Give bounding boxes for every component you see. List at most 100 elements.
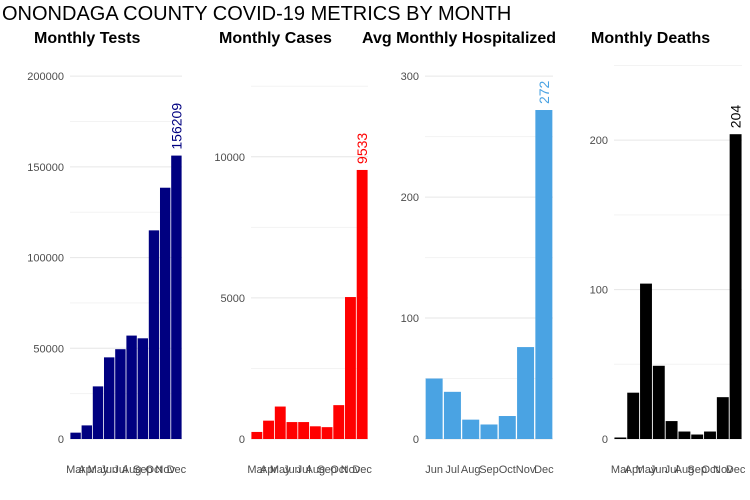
x-tick-label: Oct bbox=[499, 464, 516, 476]
x-tick-label: May bbox=[270, 464, 291, 476]
panel-title-deaths: Monthly Deaths bbox=[591, 30, 711, 47]
x-tick-label: Oct bbox=[145, 464, 162, 476]
x-tick-label: Jul bbox=[445, 464, 459, 476]
x-tick-label: Nov bbox=[516, 464, 536, 476]
x-tick-label: Nov bbox=[713, 464, 733, 476]
bar-nov bbox=[517, 347, 535, 439]
panel-title-tests: Monthly Tests bbox=[34, 30, 141, 47]
bar-aug bbox=[462, 419, 480, 439]
x-tick-label: Mar bbox=[611, 464, 630, 476]
y-tick-label: 200000 bbox=[27, 71, 64, 83]
y-tick-label: 50000 bbox=[33, 343, 64, 355]
bar-jul bbox=[443, 391, 461, 439]
y-tick-label: 0 bbox=[413, 434, 419, 446]
x-tick-label: Mar bbox=[247, 464, 266, 476]
bar-oct bbox=[148, 230, 160, 439]
y-tick-label: 0 bbox=[602, 434, 608, 446]
bar-may bbox=[640, 283, 652, 439]
bar-jun bbox=[103, 357, 115, 439]
bar-sep bbox=[691, 434, 704, 439]
bar-jun bbox=[652, 365, 665, 439]
bar-sep bbox=[321, 427, 333, 439]
bar-apr bbox=[81, 425, 93, 439]
bar-value-label: 156209 bbox=[168, 103, 184, 150]
bar-may bbox=[92, 386, 104, 439]
x-tick-label: Aug bbox=[306, 464, 326, 476]
x-tick-label: Sep bbox=[479, 464, 499, 476]
bar-nov bbox=[159, 187, 171, 439]
bar-value-label: 204 bbox=[728, 105, 744, 129]
y-tick-label: 0 bbox=[58, 434, 64, 446]
x-tick-label: Apr bbox=[78, 464, 95, 476]
bar-aug bbox=[678, 431, 691, 439]
x-tick-label: Jun bbox=[650, 464, 668, 476]
bar-value-label: 272 bbox=[536, 80, 552, 104]
bar-apr bbox=[627, 392, 640, 439]
bar-mar bbox=[70, 432, 81, 439]
bar-sep bbox=[137, 338, 149, 439]
bar-oct bbox=[498, 416, 516, 439]
x-tick-label: Jun bbox=[100, 464, 118, 476]
x-tick-label: Jul bbox=[297, 464, 311, 476]
bar-mar bbox=[614, 437, 627, 439]
y-tick-label: 100 bbox=[401, 313, 419, 325]
bar-jul bbox=[665, 421, 678, 439]
x-tick-label: Mar bbox=[66, 464, 85, 476]
x-tick-label: Aug bbox=[461, 464, 481, 476]
bar-aug bbox=[309, 426, 321, 439]
bar-dec bbox=[171, 155, 182, 440]
y-tick-label: 10000 bbox=[214, 152, 245, 164]
bar-nov bbox=[716, 397, 729, 439]
bar-jul bbox=[298, 422, 310, 439]
x-tick-label: Aug bbox=[675, 464, 695, 476]
bar-jul bbox=[115, 349, 126, 439]
y-tick-label: 0 bbox=[239, 434, 245, 446]
x-tick-label: May bbox=[88, 464, 109, 476]
x-tick-label: Nov bbox=[341, 464, 361, 476]
bar-dec bbox=[356, 169, 368, 439]
y-tick-label: 100 bbox=[590, 285, 608, 297]
bar-dec bbox=[535, 110, 553, 439]
x-tick-label: Dec bbox=[534, 464, 554, 476]
panel-title-hospitalized: Avg Monthly Hospitalized bbox=[362, 30, 557, 47]
x-tick-label: Dec bbox=[167, 464, 187, 476]
bar-nov bbox=[345, 297, 356, 439]
y-tick-label: 300 bbox=[401, 71, 419, 83]
bar-jun bbox=[425, 378, 443, 439]
main-title: ONONDAGA COUNTY COVID-19 METRICS BY MONT… bbox=[2, 3, 512, 25]
x-tick-label: Aug bbox=[122, 464, 142, 476]
x-tick-label: Apr bbox=[625, 464, 642, 476]
chart-cases: 0 5000 10000 MarAprMayJunJulAugSepOctNovDec… bbox=[214, 85, 372, 476]
x-tick-label: Jun bbox=[283, 464, 301, 476]
y-tick-label: 200 bbox=[590, 135, 608, 147]
x-tick-label: Dec bbox=[352, 464, 372, 476]
x-tick-label: Sep bbox=[133, 464, 153, 476]
chart-tests: 0 50000 100000 150000 200000 MarAprMayJunJulA… bbox=[27, 71, 186, 476]
x-tick-label: Oct bbox=[701, 464, 718, 476]
x-tick-label: Jul bbox=[665, 464, 679, 476]
bar-may bbox=[274, 406, 286, 439]
x-tick-label: May bbox=[636, 464, 657, 476]
x-tick-label: Jun bbox=[425, 464, 443, 476]
bar-sep bbox=[480, 424, 498, 439]
x-tick-label: Oct bbox=[330, 464, 347, 476]
panel-title-cases: Monthly Cases bbox=[219, 30, 332, 47]
y-tick-label: 100000 bbox=[27, 253, 64, 265]
bar-aug bbox=[126, 335, 137, 439]
bar-mar bbox=[251, 431, 263, 439]
y-tick-label: 200 bbox=[401, 192, 419, 204]
bar-apr bbox=[263, 420, 274, 439]
x-tick-label: Nov bbox=[155, 464, 175, 476]
x-tick-label: Sep bbox=[687, 464, 707, 476]
x-tick-label: Sep bbox=[317, 464, 337, 476]
x-tick-label: Jul bbox=[113, 464, 127, 476]
bar-oct bbox=[333, 405, 345, 439]
bar-dec bbox=[729, 134, 742, 439]
x-tick-label: Apr bbox=[260, 464, 277, 476]
bar-oct bbox=[704, 431, 716, 439]
bar-jun bbox=[286, 422, 298, 439]
y-tick-label: 5000 bbox=[221, 293, 245, 305]
